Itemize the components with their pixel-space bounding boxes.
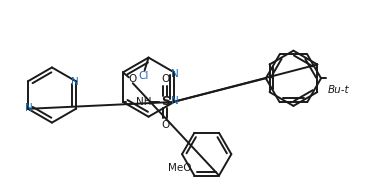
Text: Cl: Cl (138, 71, 149, 81)
Text: N: N (171, 69, 179, 79)
Text: O: O (161, 120, 170, 130)
Text: O: O (129, 74, 137, 84)
Text: N: N (71, 77, 79, 87)
Text: NH: NH (136, 97, 151, 107)
Text: O: O (161, 74, 170, 84)
Text: MeO: MeO (168, 163, 191, 173)
Text: S: S (161, 95, 170, 108)
Text: Bu-t: Bu-t (328, 85, 349, 95)
Text: N: N (25, 103, 33, 113)
Text: N: N (171, 96, 179, 106)
